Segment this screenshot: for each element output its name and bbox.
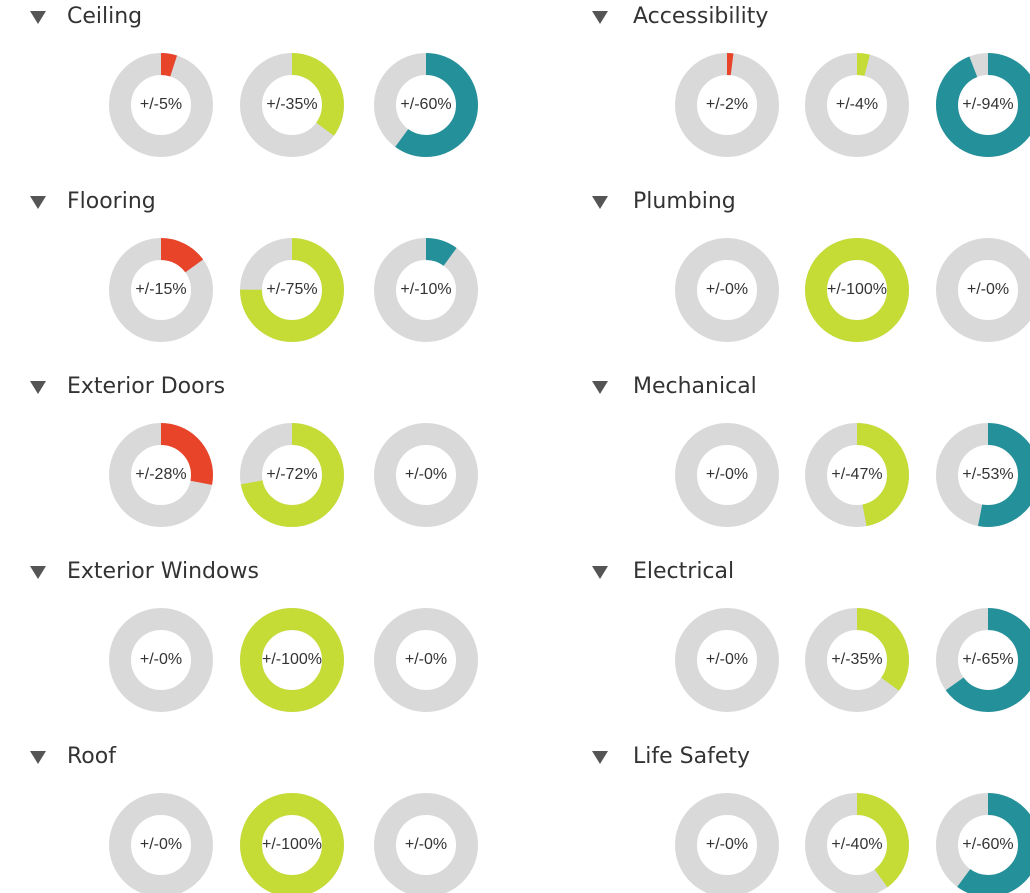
gauge-track [109, 793, 213, 893]
collapse-toggle[interactable] [592, 751, 608, 764]
section-title: Roof [67, 744, 117, 769]
gauge-label: +/-100% [827, 281, 887, 298]
gauge-label: +/-35% [266, 96, 317, 113]
section-title: Ceiling [67, 4, 142, 29]
gauge-label: +/-100% [262, 651, 322, 668]
gauge-arc [805, 793, 909, 893]
gauge-label: +/-10% [400, 281, 451, 298]
collapse-toggle[interactable] [592, 11, 608, 24]
gauge-label: +/-0% [140, 836, 182, 853]
gauge-arc [240, 238, 344, 342]
gauge-arc [109, 53, 213, 157]
gauge-arc [374, 238, 478, 342]
gauge-track [675, 238, 779, 342]
section-title: Plumbing [633, 189, 736, 214]
gauge-label: +/-53% [962, 466, 1013, 483]
gauge-label: +/-47% [831, 466, 882, 483]
section-title: Electrical [633, 559, 734, 584]
gauge-label: +/-0% [706, 281, 748, 298]
gauge-label: +/-100% [262, 836, 322, 853]
gauge-arc [805, 423, 909, 527]
section: Exterior Windows +/-0% +/-100% +/-0% [30, 559, 478, 712]
collapse-toggle[interactable] [30, 566, 46, 579]
gauge-arc [675, 53, 779, 157]
collapse-toggle[interactable] [30, 751, 46, 764]
gauge-arc [240, 53, 344, 157]
gauge-arc [109, 423, 213, 527]
gauge-arc [805, 53, 909, 157]
gauge-label: +/-0% [140, 651, 182, 668]
gauge-label: +/-35% [831, 651, 882, 668]
gauge-track [374, 608, 478, 712]
collapse-toggle[interactable] [592, 566, 608, 579]
section: Electrical +/-0% +/-35% +/-65% [592, 559, 1030, 712]
collapse-toggle[interactable] [592, 381, 608, 394]
gauge-track [675, 793, 779, 893]
gauge-label: +/-0% [405, 836, 447, 853]
section-title: Accessibility [633, 4, 768, 29]
gauge-track [374, 793, 478, 893]
section: Life Safety +/-0% +/-40% +/-60% [592, 744, 1030, 893]
section-title: Flooring [67, 189, 156, 214]
gauge-label: +/-65% [962, 651, 1013, 668]
gauge-label: +/-5% [140, 96, 182, 113]
gauge-label: +/-4% [836, 96, 878, 113]
gauge-label: +/-60% [400, 96, 451, 113]
gauge-label: +/-94% [962, 96, 1013, 113]
gauge-arc [936, 608, 1030, 712]
gauge-label: +/-60% [962, 836, 1013, 853]
gauge-label: +/-0% [405, 651, 447, 668]
gauge-arc [109, 238, 213, 342]
gauge-label: +/-0% [706, 836, 748, 853]
gauge-arc [240, 608, 344, 712]
gauge-track [675, 423, 779, 527]
gauge-label: +/-72% [266, 466, 317, 483]
section-title: Exterior Windows [67, 559, 259, 584]
section: Plumbing +/-0% +/-100% +/-0% [592, 189, 1030, 342]
section: Ceiling +/-5% +/-35% +/-60% [30, 4, 478, 157]
gauge-track [109, 608, 213, 712]
section: Accessibility +/-2% +/-4% +/-94% [592, 4, 1030, 157]
gauge-arc [936, 53, 1030, 157]
gauge-arc [805, 238, 909, 342]
gauge-track [675, 608, 779, 712]
gauge-arc [374, 53, 478, 157]
gauge-label: +/-0% [405, 466, 447, 483]
gauge-arc [805, 608, 909, 712]
section: Mechanical +/-0% +/-47% +/-53% [592, 374, 1030, 527]
gauge-arc [936, 793, 1030, 893]
section-title: Exterior Doors [67, 374, 225, 399]
section: Roof +/-0% +/-100% +/-0% [30, 744, 478, 893]
gauge-label: +/-40% [831, 836, 882, 853]
gauge-arc [240, 423, 344, 527]
gauge-label: +/-0% [967, 281, 1009, 298]
section: Exterior Doors +/-28% +/-72% +/-0% [30, 374, 478, 527]
gauge-arc [240, 793, 344, 893]
gauge-label: +/-75% [266, 281, 317, 298]
gauge-label: +/-28% [135, 466, 186, 483]
collapse-toggle[interactable] [30, 196, 46, 209]
gauge-label: +/-15% [135, 281, 186, 298]
gauge-label: +/-0% [706, 651, 748, 668]
collapse-toggle[interactable] [30, 11, 46, 24]
gauge-track [936, 238, 1030, 342]
section: Flooring +/-15% +/-75% +/-10% [30, 189, 478, 342]
collapse-toggle[interactable] [30, 381, 46, 394]
gauge-arc [936, 423, 1030, 527]
gauge-label: +/-2% [706, 96, 748, 113]
collapse-toggle[interactable] [592, 196, 608, 209]
gauge-track [374, 423, 478, 527]
gauge-label: +/-0% [706, 466, 748, 483]
section-title: Life Safety [633, 744, 750, 769]
section-title: Mechanical [633, 374, 757, 399]
